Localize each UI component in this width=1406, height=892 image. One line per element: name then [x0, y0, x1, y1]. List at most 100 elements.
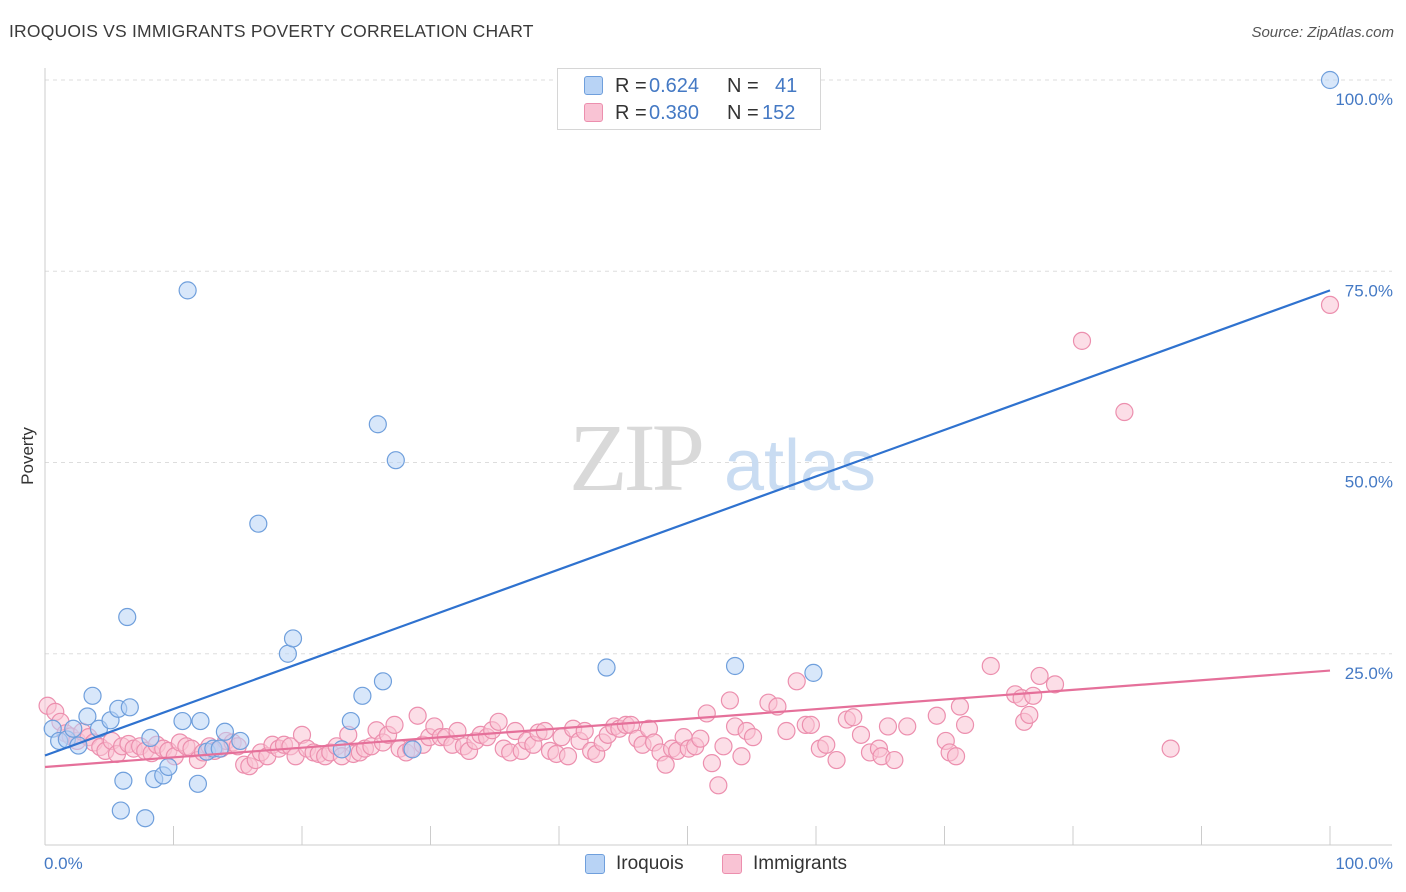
immigrants-point [732, 747, 751, 766]
iroquois-point [373, 672, 393, 691]
n-value: 152 [762, 102, 796, 124]
iroquois-point [173, 711, 192, 731]
y-tick-label: 75.0% [1345, 281, 1393, 300]
iroquois-points [43, 70, 1340, 828]
immigrants-point [787, 672, 806, 691]
iroquois-swatch [584, 76, 603, 95]
immigrants-point [1115, 402, 1134, 422]
immigrants-trend-line [44, 669, 1331, 769]
r-label: R = [615, 75, 647, 97]
r-value: 0.380 [649, 102, 700, 124]
iroquois-point [78, 707, 97, 726]
immigrants-point [408, 706, 427, 725]
legend-label-iroquois: Iroquois [616, 853, 684, 874]
iroquois-point [725, 656, 745, 676]
immigrants-point [777, 721, 796, 741]
iroquois-point [159, 757, 178, 777]
iroquois-point [249, 514, 268, 533]
legend-label-immigrants: Immigrants [753, 853, 847, 874]
immigrants-swatch [584, 103, 603, 122]
iroquois-point [283, 629, 303, 648]
iroquois-legend-swatch [585, 854, 605, 874]
iroquois-point [188, 774, 208, 793]
n-value: 41 [775, 75, 798, 97]
immigrants-point [697, 704, 716, 723]
immigrants-point [385, 715, 404, 734]
immigrants-point [1045, 675, 1065, 694]
y-axis-label: Poverty [18, 427, 37, 485]
immigrants-point [827, 750, 846, 770]
iroquois-point [64, 719, 83, 738]
immigrants-point [691, 729, 710, 748]
immigrants-point [1161, 739, 1180, 758]
immigrants-point [656, 755, 675, 774]
r-value: 0.624 [649, 75, 700, 97]
immigrants-point [885, 750, 904, 770]
source-label: Source: ZipAtlas.com [1251, 24, 1394, 41]
immigrants-point [817, 735, 836, 754]
immigrants-point [1030, 666, 1049, 686]
immigrants-point [558, 747, 578, 766]
x-tick-label: 0.0% [44, 854, 83, 873]
stats-legend: R = 0.624 N = 41 R = 0.380 N = 152 [557, 68, 821, 130]
iroquois-point [114, 771, 133, 790]
iroquois-point [278, 644, 297, 663]
watermark-atlas: atlas [724, 426, 876, 506]
immigrants-point [489, 712, 508, 731]
immigrants-point [955, 715, 975, 734]
immigrants-point [801, 715, 820, 734]
immigrants-legend-swatch [722, 854, 742, 874]
iroquois-point [83, 686, 102, 705]
iroquois-point [386, 451, 405, 470]
iroquois-point [353, 686, 372, 705]
immigrants-point [946, 747, 966, 766]
immigrants-point [981, 656, 1000, 676]
n-label: N = [727, 102, 759, 124]
immigrants-point [878, 717, 898, 736]
iroquois-point [403, 740, 422, 759]
x-tick-label: 100.0% [1335, 854, 1393, 873]
iroquois-point [178, 281, 197, 300]
x-tick-labels: 0.0% 100.0% [44, 854, 1393, 873]
immigrants-point [844, 708, 863, 727]
immigrants-point [720, 691, 740, 710]
y-tick-label: 100.0% [1335, 90, 1393, 109]
y-tick-label: 25.0% [1345, 664, 1393, 683]
immigrants-point [950, 697, 970, 716]
iroquois-point [368, 415, 387, 434]
y-tick-label: 50.0% [1345, 473, 1393, 492]
immigrants-point [743, 728, 763, 747]
immigrants-point [714, 737, 733, 756]
iroquois-point [120, 698, 139, 717]
immigrants-point [1072, 331, 1092, 350]
iroquois-point [118, 607, 137, 627]
immigrants-point [1024, 686, 1043, 705]
grid-lines [45, 79, 1392, 655]
trend-lines [44, 289, 1331, 769]
immigrants-point [1020, 705, 1039, 725]
axes [44, 68, 1392, 846]
iroquois-point [111, 801, 130, 820]
iroquois-point [191, 711, 210, 731]
y-tick-labels: 25.0% 50.0% 75.0% 100.0% [1335, 90, 1393, 683]
immigrants-point [898, 717, 917, 736]
iroquois-trend-line [44, 289, 1331, 757]
immigrants-point [709, 776, 728, 795]
immigrants-point [927, 706, 946, 725]
watermark: ZIP atlas [569, 404, 876, 511]
r-label: R = [615, 102, 647, 124]
iroquois-point [141, 728, 160, 748]
immigrants-point [702, 754, 722, 773]
watermark-zip: ZIP [569, 404, 702, 511]
iroquois-point [215, 722, 234, 741]
n-label: N = [727, 75, 759, 97]
iroquois-point [1320, 70, 1340, 90]
immigrants-point [851, 725, 871, 744]
iroquois-point [341, 711, 360, 731]
iroquois-point [136, 809, 155, 828]
immigrants-point [1320, 295, 1340, 315]
iroquois-point [804, 663, 823, 682]
iroquois-point [231, 731, 250, 751]
chart-title: IROQUOIS VS IMMIGRANTS POVERTY CORRELATI… [9, 21, 534, 41]
